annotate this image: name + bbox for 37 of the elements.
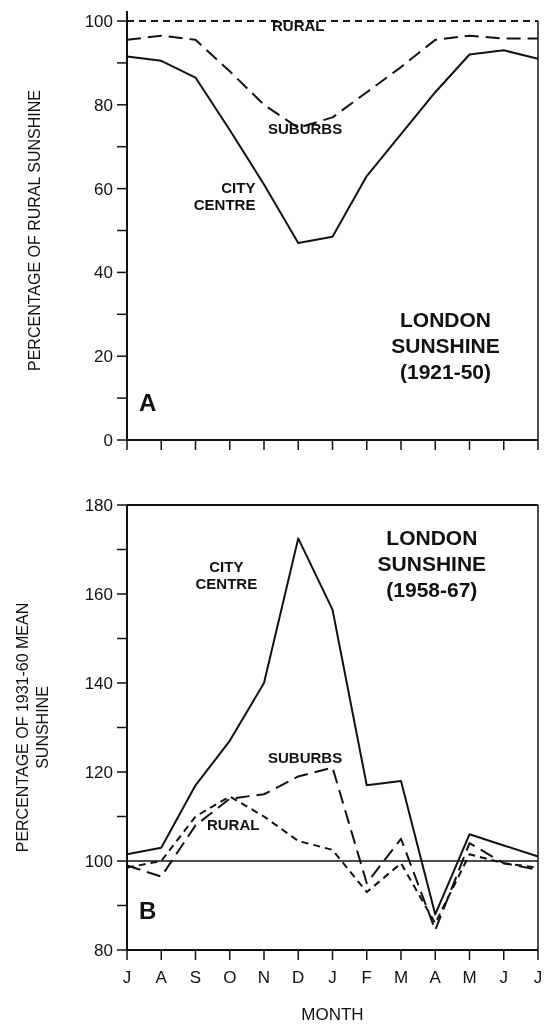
series-label: CITY CENTRE [193, 178, 256, 213]
y-axis-title: PERCENTAGE OF RURAL SUNSHINE [26, 90, 43, 371]
y-tick-label: 120 [84, 762, 113, 782]
y-tick-label: 100 [84, 11, 113, 31]
y-tick-label: 60 [94, 179, 113, 199]
x-tick-label: A [429, 968, 442, 987]
x-tick-label: O [223, 968, 237, 987]
x-tick-label: M [462, 968, 477, 987]
x-tick-label: J [533, 968, 543, 987]
series-label: SUBURBS [268, 749, 343, 767]
series-label: RURAL [206, 815, 260, 833]
y-tick-label: 180 [84, 495, 113, 515]
y-tick-label: 80 [94, 940, 113, 960]
y-tick-label: 160 [84, 584, 113, 604]
x-tick-label: D [292, 968, 305, 987]
y-tick-label: 80 [94, 95, 113, 115]
series-label: CITY CENTRE [195, 557, 258, 592]
y-tick-label: 140 [84, 673, 113, 693]
annotation: B [138, 896, 157, 924]
x-tick-label: J [122, 968, 132, 987]
series-label: SUBURBS [268, 120, 343, 138]
x-tick-label: M [393, 968, 409, 987]
y-tick-label: 100 [84, 851, 113, 871]
x-tick-label: J [499, 968, 508, 987]
x-tick-label: J [328, 968, 337, 987]
y-axis-title: PERCENTAGE OF 1931-60 MEAN SUNSHINE [14, 602, 51, 853]
y-tick-label: 40 [94, 263, 113, 283]
y-tick-label: 20 [94, 347, 113, 367]
x-tick-label: N [257, 968, 271, 987]
x-axis-title: MONTH [301, 1005, 364, 1024]
x-tick-label: A [155, 968, 168, 987]
text: LONDON SUNSHINE (1921-50) [391, 307, 500, 383]
x-tick-label: S [189, 968, 202, 987]
text: LONDON SUNSHINE (1958-67) [377, 526, 487, 602]
annotation: A [138, 388, 157, 416]
x-tick-label: F [361, 968, 372, 987]
y-tick-label: 0 [103, 430, 113, 450]
